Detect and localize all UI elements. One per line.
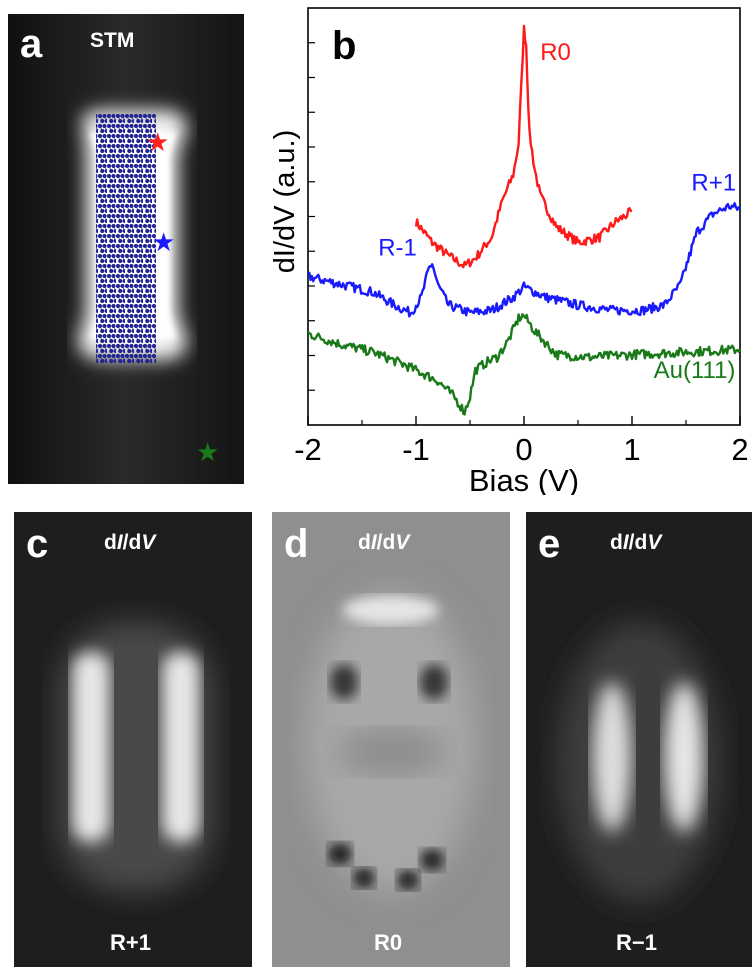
panel-a-stm-image: ★ ★ ★ a STM — [8, 14, 244, 484]
x-axis-label: Bias (V) — [469, 463, 579, 495]
x-tick-label: 1 — [623, 432, 640, 467]
title-d: d — [104, 531, 117, 554]
title-var-v: V — [647, 531, 662, 554]
x-tick-label: 2 — [731, 432, 748, 467]
title-d: d — [358, 531, 371, 554]
panel-label: c — [26, 522, 49, 566]
title-d: d — [610, 531, 623, 554]
panel-caption: R−1 — [616, 930, 657, 955]
panel-title: STM — [90, 29, 135, 52]
annotation-r-minus-1: R-1 — [378, 235, 417, 262]
panel-caption: R0 — [374, 930, 403, 955]
annotation-r0: R0 — [540, 39, 571, 66]
title-var-i: I — [116, 531, 123, 554]
x-tick-label: -2 — [294, 432, 322, 467]
panel-title: dI/dV — [358, 532, 409, 553]
x-tick-label: -1 — [402, 432, 430, 467]
dIdV-chart: -2 -1 0 1 2 Bias (V) dI/dV (a.u.) R0 R-1 R+1 Au(11… — [269, 7, 749, 495]
title-slash-d: /d — [122, 531, 142, 554]
annotation-r-plus-1: R+1 — [691, 169, 736, 196]
x-tick-label: 0 — [515, 432, 532, 467]
title-slash-d: /d — [628, 531, 648, 554]
panel-title: dI/dV — [104, 532, 155, 553]
molecular-structure-overlay — [96, 114, 156, 364]
title-var-v: V — [395, 531, 410, 554]
panel-label: e — [538, 522, 561, 566]
panel-e-didv-map: e dI/dV R−1 — [526, 512, 752, 967]
didv-map-r0 — [272, 512, 510, 967]
panel-b-spectra: -2 -1 0 1 2 Bias (V) dI/dV (a.u.) R0 R-1 R+1 Au(11… — [252, 0, 752, 495]
series-line — [307, 202, 741, 318]
annotation-au111: Au(111) — [654, 357, 736, 384]
panel-label: b — [332, 24, 357, 68]
stm-topography: ★ ★ ★ — [8, 14, 244, 484]
panel-d-didv-map: d dI/dV R0 — [272, 512, 510, 967]
panel-label: d — [284, 522, 309, 566]
title-slash-d: /d — [376, 531, 396, 554]
panel-label: a — [20, 22, 43, 66]
red-star-marker: ★ — [146, 127, 169, 157]
didv-map-r-plus-1 — [14, 512, 252, 967]
panel-title: dI/dV — [610, 532, 661, 553]
green-star-marker: ★ — [196, 437, 219, 467]
didv-map-r-minus-1 — [526, 512, 752, 967]
series-line — [307, 313, 742, 416]
title-var-i: I — [370, 531, 377, 554]
series-line — [414, 24, 633, 269]
blue-star-marker: ★ — [152, 227, 175, 257]
title-var-v: V — [141, 531, 156, 554]
y-axis-label: dI/dV (a.u.) — [269, 130, 301, 273]
title-var-i: I — [622, 531, 629, 554]
panel-c-didv-map: c dI/dV R+1 — [14, 512, 252, 967]
panel-caption: R+1 — [110, 930, 151, 955]
